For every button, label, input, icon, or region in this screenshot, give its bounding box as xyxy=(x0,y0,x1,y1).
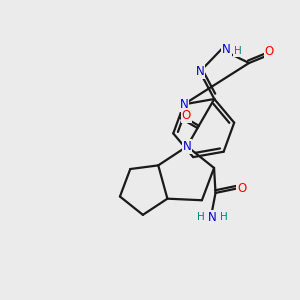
Text: N: N xyxy=(179,98,188,111)
Text: O: O xyxy=(182,109,191,122)
Text: H: H xyxy=(197,212,205,222)
Text: O: O xyxy=(237,182,247,195)
Text: N: N xyxy=(222,43,231,56)
Text: O: O xyxy=(265,45,274,58)
Text: N: N xyxy=(195,65,204,78)
Text: N: N xyxy=(208,211,217,224)
Text: H: H xyxy=(220,212,228,222)
Text: N: N xyxy=(183,140,191,153)
Text: H: H xyxy=(234,46,241,56)
